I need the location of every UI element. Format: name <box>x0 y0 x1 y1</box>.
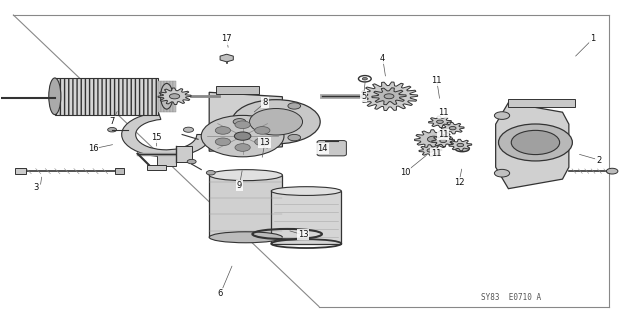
Bar <box>115 168 124 174</box>
Polygon shape <box>158 88 191 105</box>
Polygon shape <box>449 139 471 151</box>
Polygon shape <box>220 54 234 62</box>
Bar <box>508 100 575 108</box>
Circle shape <box>288 134 300 141</box>
Circle shape <box>362 77 367 80</box>
Text: SY83  E0710 A: SY83 E0710 A <box>481 293 542 302</box>
Ellipse shape <box>456 146 469 152</box>
Circle shape <box>288 103 300 109</box>
Circle shape <box>249 108 302 135</box>
Circle shape <box>234 132 251 140</box>
Text: 10: 10 <box>399 168 410 177</box>
Text: 11: 11 <box>431 149 442 158</box>
Bar <box>216 86 260 94</box>
Ellipse shape <box>271 187 341 196</box>
Bar <box>271 191 341 244</box>
Ellipse shape <box>48 78 61 115</box>
Circle shape <box>187 159 196 164</box>
Bar <box>15 168 26 174</box>
Polygon shape <box>372 88 406 105</box>
Circle shape <box>215 127 230 134</box>
Text: 4: 4 <box>380 53 385 62</box>
Circle shape <box>494 112 510 119</box>
Circle shape <box>183 127 193 132</box>
Circle shape <box>255 127 270 134</box>
Circle shape <box>498 124 572 161</box>
Text: 16: 16 <box>87 144 98 153</box>
Bar <box>175 146 191 162</box>
Circle shape <box>457 143 464 147</box>
Circle shape <box>607 168 618 174</box>
FancyBboxPatch shape <box>317 140 346 156</box>
Bar <box>170 81 173 112</box>
Circle shape <box>427 149 434 152</box>
Bar <box>173 81 175 112</box>
Text: 13: 13 <box>260 138 271 147</box>
Bar <box>55 78 158 115</box>
Circle shape <box>206 171 215 175</box>
Circle shape <box>380 92 399 101</box>
Ellipse shape <box>209 170 283 180</box>
Circle shape <box>494 169 510 177</box>
Polygon shape <box>429 116 452 127</box>
Text: 9: 9 <box>237 181 242 190</box>
Circle shape <box>511 130 560 155</box>
Ellipse shape <box>209 232 283 243</box>
Polygon shape <box>360 82 418 111</box>
Circle shape <box>108 127 117 132</box>
Polygon shape <box>209 92 283 151</box>
Bar <box>209 175 283 237</box>
Text: 5: 5 <box>361 92 366 101</box>
Text: 12: 12 <box>454 178 464 187</box>
Circle shape <box>233 119 246 125</box>
Circle shape <box>440 139 447 143</box>
Circle shape <box>235 121 250 129</box>
Text: 17: 17 <box>221 35 232 44</box>
Bar <box>167 81 170 112</box>
Wedge shape <box>122 113 211 157</box>
Text: 7: 7 <box>109 117 115 126</box>
Polygon shape <box>432 135 455 147</box>
Bar <box>157 155 175 166</box>
Text: 8: 8 <box>262 98 267 107</box>
Circle shape <box>384 94 394 99</box>
Bar <box>161 81 164 112</box>
Text: 2: 2 <box>597 156 602 164</box>
Circle shape <box>427 136 440 142</box>
Polygon shape <box>441 123 464 134</box>
Circle shape <box>235 144 250 151</box>
Circle shape <box>255 138 270 146</box>
Circle shape <box>232 100 320 144</box>
Text: 13: 13 <box>298 230 308 239</box>
Text: 11: 11 <box>438 108 449 117</box>
Ellipse shape <box>161 84 173 109</box>
Circle shape <box>449 126 456 130</box>
Polygon shape <box>419 145 442 156</box>
Text: 11: 11 <box>431 76 442 85</box>
Circle shape <box>215 138 230 146</box>
Circle shape <box>436 120 443 124</box>
Text: 14: 14 <box>317 144 327 153</box>
Polygon shape <box>415 130 453 149</box>
Text: 15: 15 <box>151 133 162 142</box>
Circle shape <box>170 94 180 99</box>
Circle shape <box>201 116 284 157</box>
Text: 11: 11 <box>438 130 449 139</box>
Bar <box>147 165 167 170</box>
Bar <box>164 81 167 112</box>
Bar <box>158 81 161 112</box>
Text: 3: 3 <box>33 183 38 192</box>
Polygon shape <box>496 103 569 189</box>
Text: 1: 1 <box>590 35 595 44</box>
Text: 6: 6 <box>218 289 223 298</box>
